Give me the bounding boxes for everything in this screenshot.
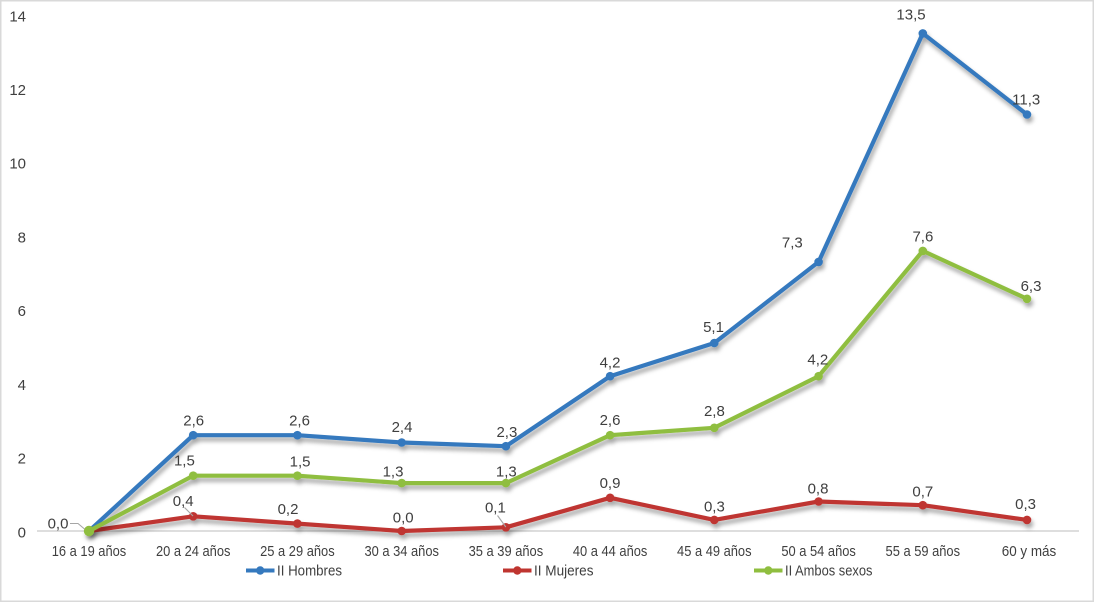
svg-text:11,3: 11,3 (1012, 92, 1040, 109)
svg-text:1,5: 1,5 (290, 454, 311, 471)
svg-text:1,3: 1,3 (383, 464, 404, 481)
svg-text:6: 6 (18, 303, 26, 320)
svg-text:0,3: 0,3 (1015, 496, 1036, 513)
svg-text:20 a 24 años: 20 a 24 años (156, 543, 231, 560)
svg-text:8: 8 (18, 229, 26, 246)
svg-text:4,2: 4,2 (600, 355, 621, 372)
svg-text:14: 14 (9, 8, 26, 25)
svg-text:60 y más: 60 y más (1002, 543, 1057, 560)
svg-text:25 a 29 años: 25 a 29 años (260, 543, 335, 560)
svg-text:5,1: 5,1 (703, 319, 724, 336)
svg-text:1,3: 1,3 (496, 464, 517, 481)
svg-text:1,5: 1,5 (174, 452, 195, 469)
svg-text:0,0: 0,0 (393, 509, 414, 526)
svg-text:0,2: 0,2 (278, 501, 299, 518)
svg-text:7,6: 7,6 (912, 229, 933, 246)
svg-text:4,2: 4,2 (807, 352, 828, 369)
svg-text:0,1: 0,1 (485, 500, 506, 517)
svg-text:16 a 19 años: 16 a 19 años (52, 543, 127, 560)
svg-text:0,8: 0,8 (808, 481, 829, 498)
svg-text:50 a 54 años: 50 a 54 años (781, 543, 856, 560)
svg-text:2,6: 2,6 (183, 412, 204, 429)
svg-text:2,3: 2,3 (496, 424, 517, 441)
svg-text:40 a 44 años: 40 a 44 años (573, 543, 648, 560)
svg-text:6,3: 6,3 (1021, 278, 1042, 295)
svg-text:7,3: 7,3 (782, 234, 803, 251)
svg-text:2: 2 (18, 451, 26, 468)
svg-text:10: 10 (9, 156, 26, 173)
svg-text:0,9: 0,9 (600, 475, 621, 492)
svg-text:2,8: 2,8 (704, 403, 725, 420)
svg-text:II Ambos sexos: II Ambos sexos (785, 563, 873, 580)
svg-text:0,3: 0,3 (704, 498, 725, 515)
svg-text:30 a 34 años: 30 a 34 años (364, 543, 439, 560)
svg-text:0: 0 (18, 524, 26, 541)
svg-text:0,0: 0,0 (48, 516, 69, 533)
svg-text:55 a 59 años: 55 a 59 años (886, 543, 961, 560)
svg-text:4: 4 (18, 377, 26, 394)
svg-text:2,6: 2,6 (600, 412, 621, 429)
svg-text:13,5: 13,5 (896, 6, 925, 23)
svg-text:45 a 49 años: 45 a 49 años (677, 543, 752, 560)
svg-text:12: 12 (9, 82, 26, 99)
svg-text:2,6: 2,6 (289, 412, 310, 429)
svg-text:II Mujeres: II Mujeres (534, 563, 594, 580)
svg-text:0,4: 0,4 (173, 493, 194, 510)
svg-text:II Hombres: II Hombres (277, 563, 342, 580)
svg-text:35 a 39 años: 35 a 39 años (469, 543, 544, 560)
svg-text:2,4: 2,4 (392, 419, 413, 436)
svg-text:0,7: 0,7 (912, 483, 933, 500)
